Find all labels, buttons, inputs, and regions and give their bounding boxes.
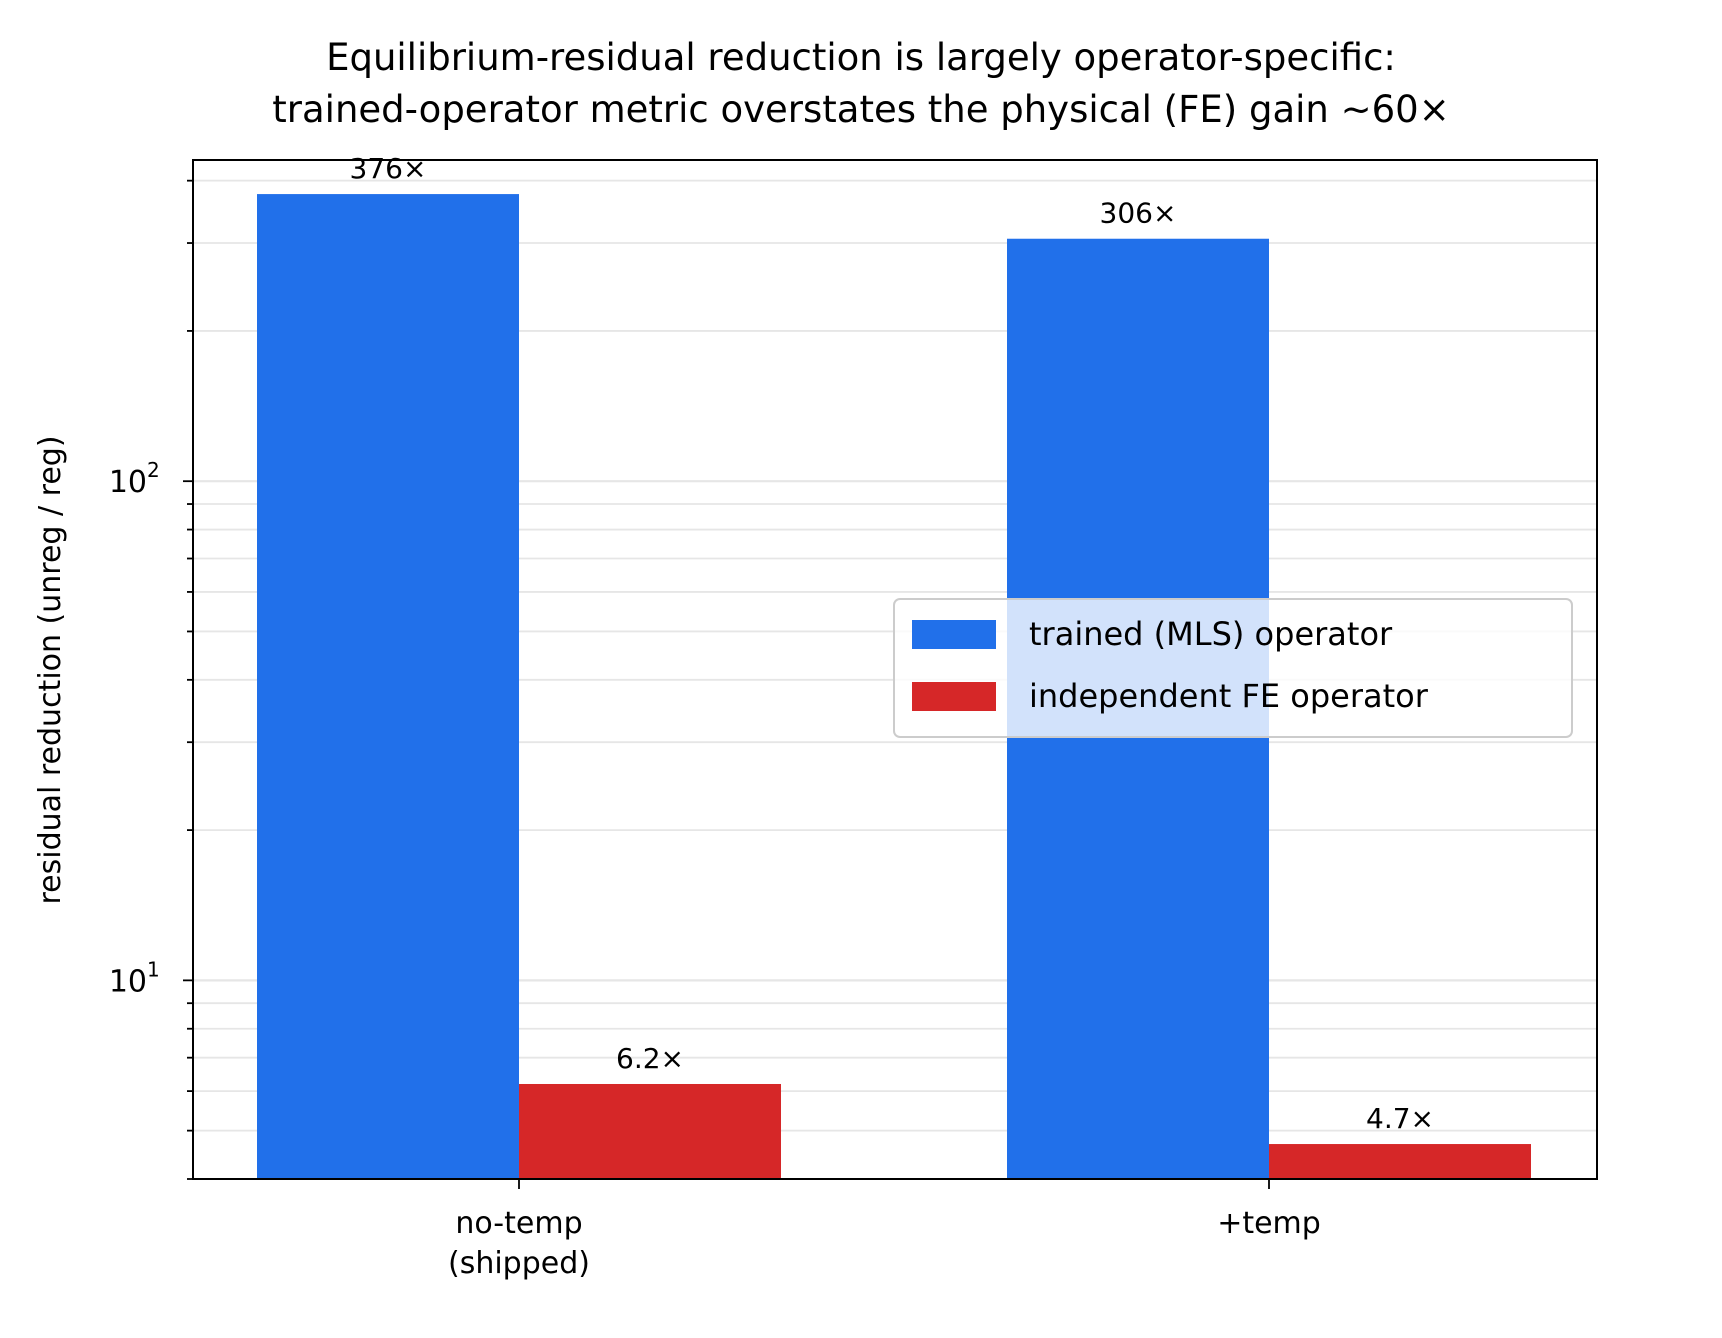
legend-swatch [912,620,996,649]
legend-box [893,598,1573,738]
chart-title-line-2: trained-operator metric overstates the p… [272,88,1449,131]
y-axis-label: residual reduction (unreg / reg) [33,435,68,904]
legend-label: independent FE operator [1029,677,1429,715]
plot-frame [192,159,1598,1180]
x-tick-label: no-temp [455,1206,582,1241]
y-tick-exponent: 2 [147,458,160,482]
axis-layer: 10 110 2no-temp(shipped)+temp [109,179,1321,1281]
legend-label: trained (MLS) operator [1029,615,1393,653]
y-tick-exponent: 1 [147,957,160,981]
y-tick-base: 10 [109,964,147,999]
y-tick-label: 10 2 [109,458,160,500]
legend-swatch [912,682,996,711]
bar-value-label: 4.7× [1366,1102,1434,1135]
x-tick-label: (shipped) [448,1246,590,1281]
bar-value-label: 6.2× [616,1042,684,1075]
x-tick-label: +temp [1217,1206,1321,1241]
y-tick-base: 10 [109,465,147,500]
bar-value-label: 306× [1100,197,1177,230]
bar [519,1083,781,1179]
bar [257,194,519,1179]
bar-value-label: 376× [350,152,427,185]
chart-title-line-1: Equilibrium-residual reduction is largel… [326,36,1396,79]
y-tick-label: 10 1 [109,957,160,999]
legend: trained (MLS) operator independent FE ope… [893,598,1573,738]
data-labels-layer: 376× 6.2× 306× 4.7× [350,152,1434,1135]
bar [1269,1144,1531,1179]
